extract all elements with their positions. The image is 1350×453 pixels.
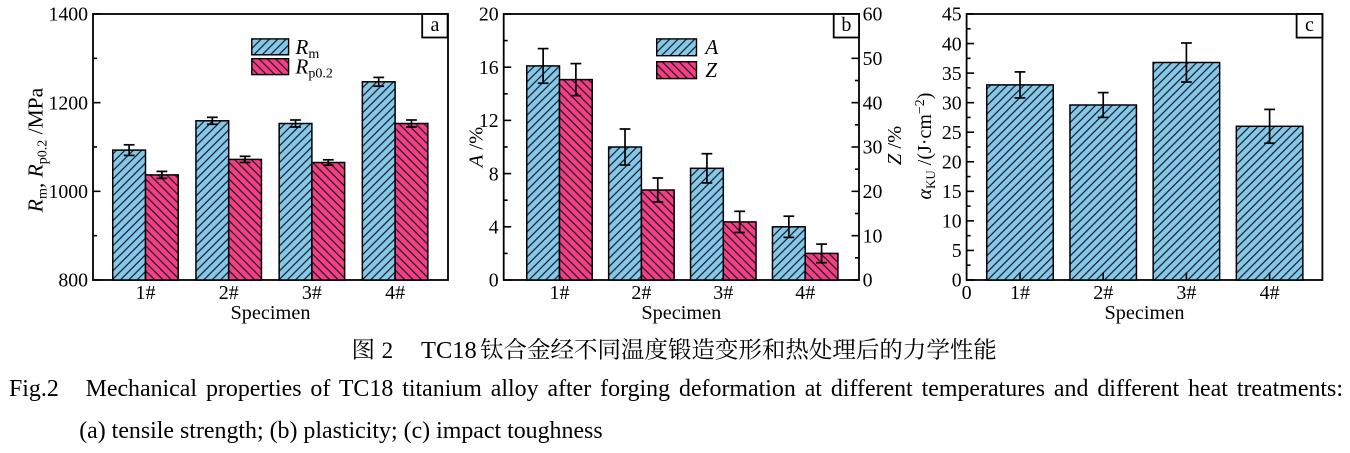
svg-text:4#: 4# — [385, 282, 405, 304]
svg-text:Specimen: Specimen — [231, 302, 311, 324]
svg-text:35: 35 — [942, 63, 962, 85]
svg-text:1#: 1# — [1010, 282, 1030, 304]
svg-text:1#: 1# — [136, 282, 156, 304]
svg-text:1000: 1000 — [48, 181, 88, 203]
svg-text:25: 25 — [942, 122, 962, 144]
svg-text:c: c — [1305, 14, 1314, 36]
svg-text:8: 8 — [489, 163, 499, 185]
svg-text:A: A — [703, 35, 718, 59]
svg-text:15: 15 — [942, 181, 962, 203]
svg-text:40: 40 — [942, 33, 962, 55]
svg-text:0: 0 — [863, 270, 873, 292]
svg-text:50: 50 — [863, 48, 883, 70]
svg-text:b: b — [841, 14, 851, 36]
svg-text:2: 2 — [382, 338, 394, 363]
svg-text:TC18: TC18 — [421, 337, 477, 364]
svg-text:800: 800 — [58, 270, 88, 292]
svg-text:3#: 3# — [1176, 282, 1196, 304]
svg-text:4#: 4# — [795, 282, 815, 304]
svg-text:16: 16 — [479, 57, 499, 79]
svg-text:Z: Z — [705, 58, 717, 82]
svg-text:0: 0 — [489, 270, 499, 292]
svg-text:0: 0 — [962, 282, 972, 304]
svg-text:αKU /(J·cm−2): αKU /(J·cm−2) — [913, 93, 938, 200]
svg-text:10: 10 — [863, 225, 883, 247]
svg-text:20: 20 — [942, 151, 962, 173]
svg-text:2#: 2# — [219, 282, 239, 304]
svg-text:2#: 2# — [631, 282, 651, 304]
svg-text:4: 4 — [489, 217, 499, 239]
svg-text:Specimen: Specimen — [641, 302, 721, 324]
svg-text:Rm: Rm — [295, 35, 320, 62]
svg-text:5: 5 — [952, 240, 962, 262]
svg-text:30: 30 — [863, 137, 883, 159]
svg-text:Rp0.2: Rp0.2 — [295, 55, 333, 82]
svg-text:45: 45 — [942, 4, 962, 26]
svg-text:20: 20 — [479, 4, 499, 26]
svg-text:60: 60 — [863, 4, 883, 26]
svg-text:20: 20 — [863, 181, 883, 203]
svg-text:1200: 1200 — [48, 92, 88, 114]
svg-text:2#: 2# — [1093, 282, 1113, 304]
svg-text:Specimen: Specimen — [1105, 302, 1185, 324]
svg-text:10: 10 — [942, 211, 962, 233]
svg-text:a: a — [430, 14, 439, 36]
svg-text:3#: 3# — [302, 282, 322, 304]
svg-text:4#: 4# — [1260, 282, 1280, 304]
svg-text:12: 12 — [479, 110, 499, 132]
svg-text:A /%: A /% — [466, 127, 488, 169]
svg-text:Rm, Rp0.2 /MPa: Rm, Rp0.2 /MPa — [24, 87, 51, 213]
svg-text:3#: 3# — [713, 282, 733, 304]
svg-text:30: 30 — [942, 92, 962, 114]
svg-text:40: 40 — [863, 92, 883, 114]
svg-text:1400: 1400 — [48, 4, 88, 26]
svg-text:0: 0 — [952, 270, 962, 292]
svg-text:Z /%: Z /% — [884, 126, 906, 165]
svg-text:1#: 1# — [550, 282, 570, 304]
